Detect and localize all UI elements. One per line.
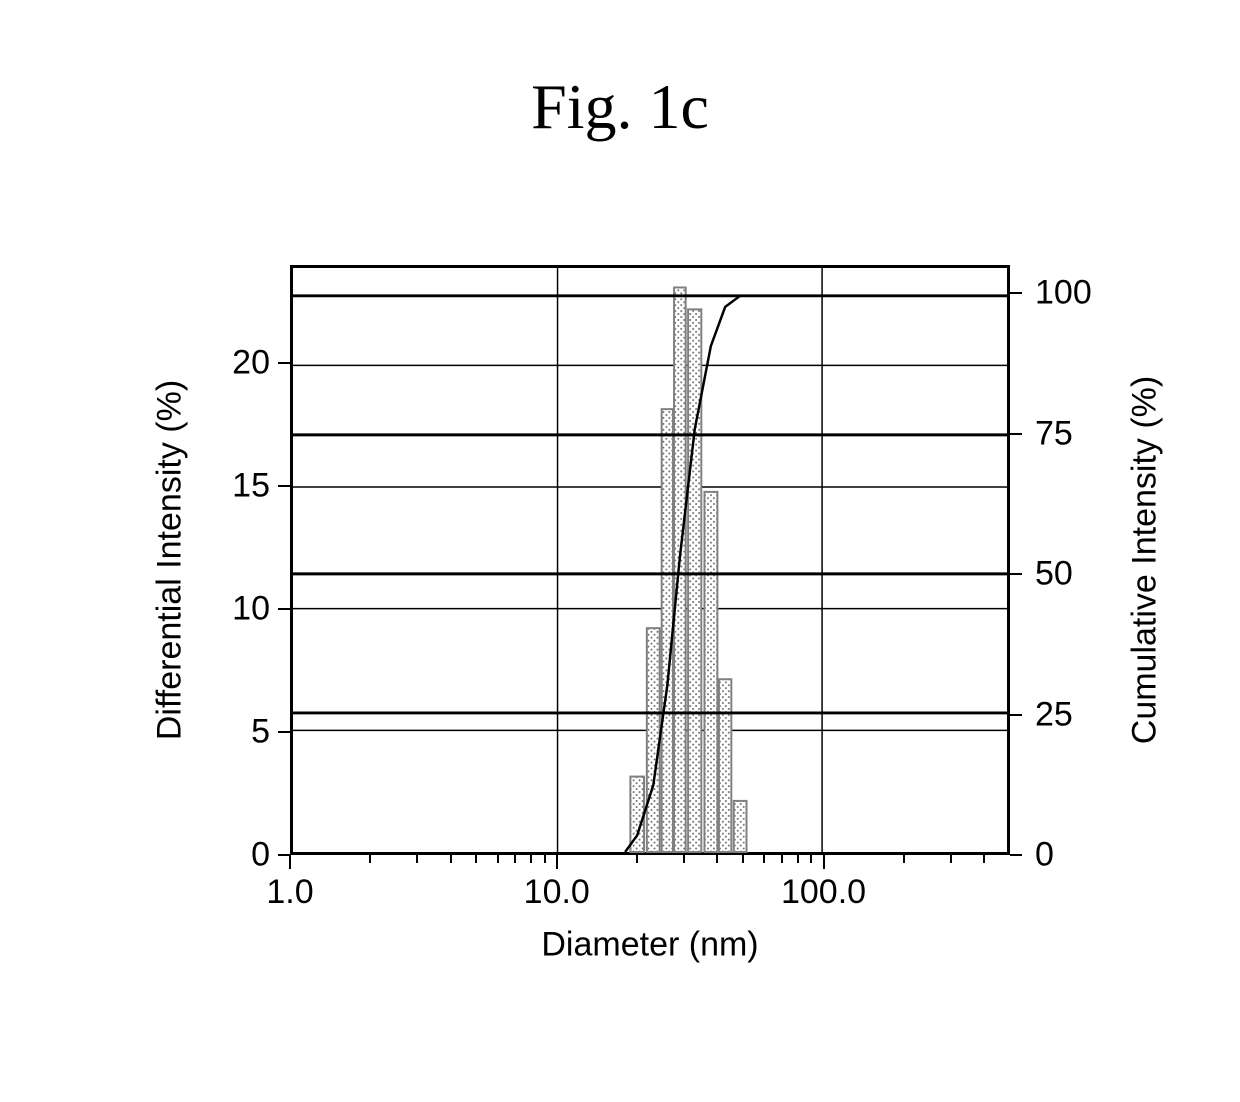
x-tick-minor — [636, 855, 638, 863]
y-right-tick-label: 25 — [1035, 695, 1073, 734]
x-tick-minor — [810, 855, 812, 863]
x-tick-major — [289, 855, 291, 869]
y-left-tick — [278, 608, 290, 610]
x-tick-label: 100.0 — [781, 873, 866, 912]
x-tick-minor — [716, 855, 718, 863]
y-left-tick — [278, 731, 290, 733]
histogram-bar — [734, 801, 747, 852]
y-left-tick-label: 15 — [232, 467, 270, 506]
x-tick-minor — [781, 855, 783, 863]
x-tick-minor — [514, 855, 516, 863]
x-tick-minor — [742, 855, 744, 863]
x-tick-minor — [530, 855, 532, 863]
y-right-tick — [1010, 854, 1022, 856]
y-right-tick-label: 75 — [1035, 414, 1073, 453]
y-right-tick — [1010, 292, 1022, 294]
histogram-bar — [647, 628, 660, 852]
y-right-tick-label: 0 — [1035, 836, 1054, 875]
y-left-axis-label: Differential Intensity (%) — [151, 380, 190, 740]
x-tick-minor — [903, 855, 905, 863]
y-left-tick-label: 10 — [232, 590, 270, 629]
x-tick-major — [556, 855, 558, 869]
y-right-tick-label: 50 — [1035, 555, 1073, 594]
y-right-tick-label: 100 — [1035, 274, 1092, 313]
x-tick-minor — [416, 855, 418, 863]
y-right-tick — [1010, 714, 1022, 716]
figure-title: Fig. 1c — [0, 70, 1240, 144]
x-tick-label: 1.0 — [266, 873, 313, 912]
x-tick-major — [823, 855, 825, 869]
x-tick-minor — [450, 855, 452, 863]
histogram-bar — [704, 492, 717, 852]
y-right-axis-label: Cumulative Intensity (%) — [1126, 376, 1165, 744]
histogram-bar — [719, 679, 731, 852]
y-left-tick — [278, 485, 290, 487]
page-root: Fig. 1c Diameter (nm) Differential Inten… — [0, 0, 1240, 1102]
x-tick-minor — [950, 855, 952, 863]
x-tick-minor — [544, 855, 546, 863]
x-tick-minor — [797, 855, 799, 863]
x-tick-minor — [369, 855, 371, 863]
x-tick-label: 10.0 — [524, 873, 590, 912]
chart-plot-area — [290, 265, 1010, 855]
y-left-tick-label: 20 — [232, 344, 270, 383]
y-right-tick — [1010, 433, 1022, 435]
y-left-tick — [278, 854, 290, 856]
histogram-bar — [662, 409, 673, 852]
x-tick-minor — [497, 855, 499, 863]
x-tick-minor — [763, 855, 765, 863]
y-left-tick-label: 0 — [251, 836, 270, 875]
x-tick-minor — [683, 855, 685, 863]
y-left-tick-label: 5 — [251, 713, 270, 752]
histogram-bar — [688, 309, 701, 852]
x-tick-minor — [475, 855, 477, 863]
x-tick-minor — [983, 855, 985, 863]
y-left-tick — [278, 362, 290, 364]
y-right-tick — [1010, 573, 1022, 575]
chart-svg-overlay — [293, 268, 1007, 852]
x-axis-label: Diameter (nm) — [541, 926, 758, 965]
